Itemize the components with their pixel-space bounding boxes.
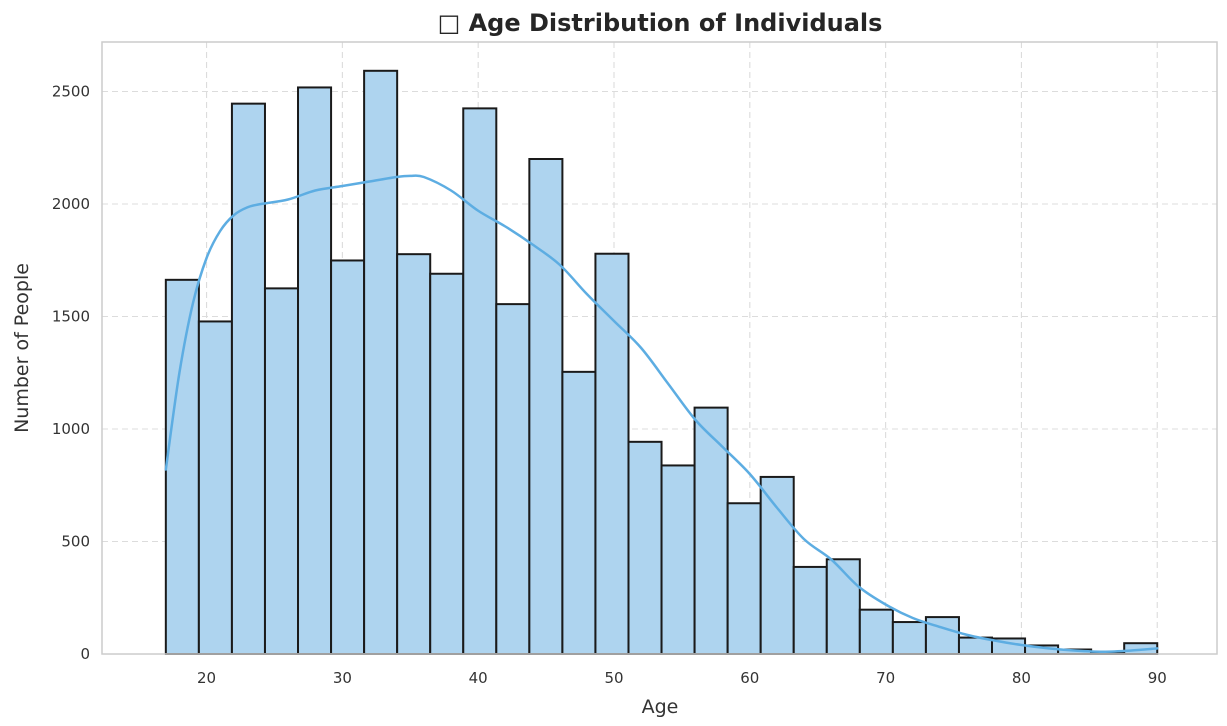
- histogram-bar: [495, 303, 531, 655]
- x-tick-label: 80: [1012, 669, 1031, 687]
- y-tick-label: 1500: [52, 308, 90, 326]
- histogram-bar: [891, 621, 927, 655]
- histogram-bar: [660, 464, 696, 656]
- chart-title: □ Age Distribution of Individuals: [438, 9, 883, 37]
- y-tick-label: 500: [61, 533, 90, 551]
- y-tick-label: 0: [80, 645, 90, 663]
- x-tick-label: 40: [469, 669, 488, 687]
- histogram-bar: [263, 287, 300, 655]
- histogram-bar: [197, 320, 233, 655]
- histogram-bar: [792, 565, 828, 655]
- histogram-bar: [429, 272, 465, 655]
- histogram-bar: [594, 252, 630, 655]
- x-tick-label: 20: [197, 669, 216, 687]
- x-tick-label: 90: [1148, 669, 1167, 687]
- histogram-bar: [297, 86, 333, 655]
- histogram-bar: [825, 558, 861, 656]
- histogram-bar: [561, 370, 597, 655]
- x-tick-label: 60: [740, 669, 759, 687]
- histogram-bar: [462, 107, 498, 655]
- histogram-bar: [330, 259, 366, 655]
- x-tick-label: 50: [604, 669, 623, 687]
- histogram-bar: [230, 102, 266, 655]
- histogram-bar: [528, 158, 564, 655]
- histogram-bar: [858, 608, 894, 655]
- x-tick-label: 30: [333, 669, 352, 687]
- x-axis-label: Age: [642, 696, 679, 718]
- histogram-bar: [396, 253, 432, 656]
- tick-layer: 20 30 40 50 60 70 80 90 0 500 1000 1500 2000 2500: [52, 83, 1167, 688]
- y-axis-label: Number of People: [11, 263, 33, 433]
- histogram-bar: [363, 69, 399, 656]
- bar-layer: [164, 69, 1159, 656]
- y-tick-label: 1000: [52, 420, 90, 438]
- kde-layer: [164, 174, 1159, 653]
- y-tick-label: 2500: [52, 83, 90, 101]
- histogram-bar: [164, 278, 200, 655]
- histogram-bar: [759, 475, 795, 655]
- histogram-bar: [924, 616, 960, 655]
- plot-frame: [101, 41, 1218, 655]
- x-tick-label: 70: [876, 669, 895, 687]
- histogram-bar: [726, 502, 762, 655]
- y-tick-label: 2000: [52, 195, 90, 213]
- kde-density-line: [164, 174, 1159, 653]
- histogram-bar: [627, 440, 663, 656]
- histogram-bar: [693, 406, 729, 655]
